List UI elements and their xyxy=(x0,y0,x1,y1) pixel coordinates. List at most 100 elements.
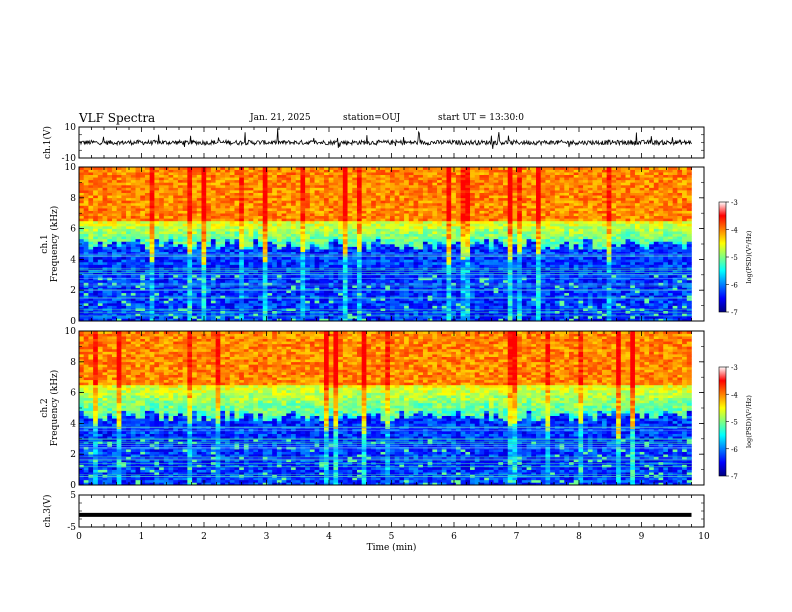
spectrogram-cell xyxy=(126,277,132,281)
spectrogram-cell xyxy=(394,179,400,183)
spectrogram-cell xyxy=(121,177,127,181)
spectrogram-cell xyxy=(206,187,212,191)
spectrogram-cell xyxy=(262,246,268,250)
spectrogram-cell xyxy=(102,292,108,296)
spectrogram-cell xyxy=(394,169,400,173)
spectrogram-cell xyxy=(97,274,103,278)
spectrogram-cell xyxy=(88,272,94,276)
spectrogram-cell xyxy=(338,218,344,222)
spectrogram-cell xyxy=(375,295,381,299)
spectrogram-cell xyxy=(338,277,344,281)
spectrogram-cell xyxy=(102,313,108,317)
spectrogram-cell xyxy=(281,303,287,306)
spectrogram-cell xyxy=(159,295,165,299)
spectrogram-cell xyxy=(366,300,372,304)
spectrogram-cell xyxy=(314,169,320,173)
spectrogram-cell xyxy=(342,303,348,306)
spectrogram-cell xyxy=(210,223,216,227)
spectrogram-cell xyxy=(333,233,339,237)
spectrogram-cell xyxy=(319,192,325,196)
spectrogram-cell xyxy=(314,272,320,276)
spectrogram-cell xyxy=(267,220,273,224)
spectrogram-cell xyxy=(97,177,103,181)
spectrogram-cell xyxy=(451,184,457,188)
spectrogram-cell xyxy=(309,210,315,214)
spectrogram-cell xyxy=(441,202,447,206)
spectrogram-cell xyxy=(319,213,325,217)
spectrogram-cell xyxy=(399,174,405,178)
spectrogram-cell xyxy=(408,192,414,196)
spectrogram-cell xyxy=(460,300,466,304)
spectrogram-cell xyxy=(276,210,282,214)
spectrogram-cell xyxy=(130,295,136,299)
spectrogram-cell xyxy=(455,233,461,237)
spectrogram-cell xyxy=(154,318,160,322)
spectrogram-cell xyxy=(451,172,457,175)
spectrogram-cell xyxy=(262,167,268,170)
spectrogram-cell xyxy=(253,213,259,217)
spectrogram-cell xyxy=(342,318,348,322)
spectrogram-cell xyxy=(253,228,259,232)
spectrogram-cell xyxy=(234,269,240,273)
spectrogram-cell xyxy=(168,231,174,235)
spectrogram-cell xyxy=(380,269,386,273)
spectrogram-cell xyxy=(97,305,103,309)
spectrogram-cell xyxy=(262,184,268,188)
spectrogram-cell xyxy=(366,287,372,291)
spectrogram-cell xyxy=(234,177,240,181)
spectrogram-cell xyxy=(159,261,165,265)
spectrogram-cell xyxy=(206,292,212,296)
spectrogram-cell xyxy=(135,256,141,260)
spectrogram-cell xyxy=(234,172,240,175)
spectrogram-cell xyxy=(140,184,146,188)
spectrogram-cell xyxy=(328,231,334,235)
spectrogram-cell xyxy=(267,272,273,276)
spectrogram-cell xyxy=(427,261,433,265)
spectrogram-cell xyxy=(79,233,85,237)
spectrogram-cell xyxy=(333,259,339,263)
spectrogram-cell xyxy=(380,213,386,217)
spectrogram-cell xyxy=(413,303,419,306)
spectrogram-cell xyxy=(328,182,334,186)
spectrogram-cell xyxy=(441,195,447,199)
spectrogram-cell xyxy=(144,231,150,235)
spectrogram-cell xyxy=(347,303,353,306)
spectrogram-cell xyxy=(111,238,117,242)
spectrogram-cell xyxy=(441,169,447,173)
spectrogram-cell xyxy=(300,313,306,317)
spectrogram-cell xyxy=(276,261,282,265)
spectrogram-cell xyxy=(177,174,183,178)
spectrogram-cell xyxy=(291,318,297,322)
spectrogram-cell xyxy=(366,238,372,242)
spectrogram-cell xyxy=(182,226,188,229)
spectrogram-cell xyxy=(281,213,287,217)
spectrogram-cell xyxy=(281,313,287,317)
spectrogram-cell xyxy=(324,192,330,196)
spectrogram-cell xyxy=(107,246,113,250)
spectrogram-cell xyxy=(121,236,127,240)
spectrogram-cell xyxy=(196,202,202,206)
spectrogram-cell xyxy=(243,195,249,199)
spectrogram-cell xyxy=(385,200,391,204)
spectrogram-cell xyxy=(239,202,245,206)
spectrogram-cell xyxy=(455,192,461,196)
spectrogram-cell xyxy=(267,172,273,175)
spectrogram-cell xyxy=(177,184,183,188)
spectrogram-cell xyxy=(159,259,165,263)
spectrogram-cell xyxy=(107,182,113,186)
spectrogram-cell xyxy=(97,200,103,204)
spectrogram-cell xyxy=(347,290,353,294)
spectrogram-cell xyxy=(88,231,94,235)
spectrogram-cell xyxy=(418,249,424,252)
spectrogram-cell xyxy=(366,251,372,255)
spectrogram-cell xyxy=(272,256,278,260)
spectrogram-cell xyxy=(291,300,297,304)
spectrogram-cell xyxy=(338,279,344,283)
spectrogram-cell xyxy=(356,195,362,199)
spectrogram-cell xyxy=(314,233,320,237)
spectrogram-cell xyxy=(366,184,372,188)
spectrogram-cell xyxy=(272,182,278,186)
spectrogram-cell xyxy=(210,246,216,250)
spectrogram-cell xyxy=(239,264,245,268)
spectrogram-cell xyxy=(267,279,273,283)
